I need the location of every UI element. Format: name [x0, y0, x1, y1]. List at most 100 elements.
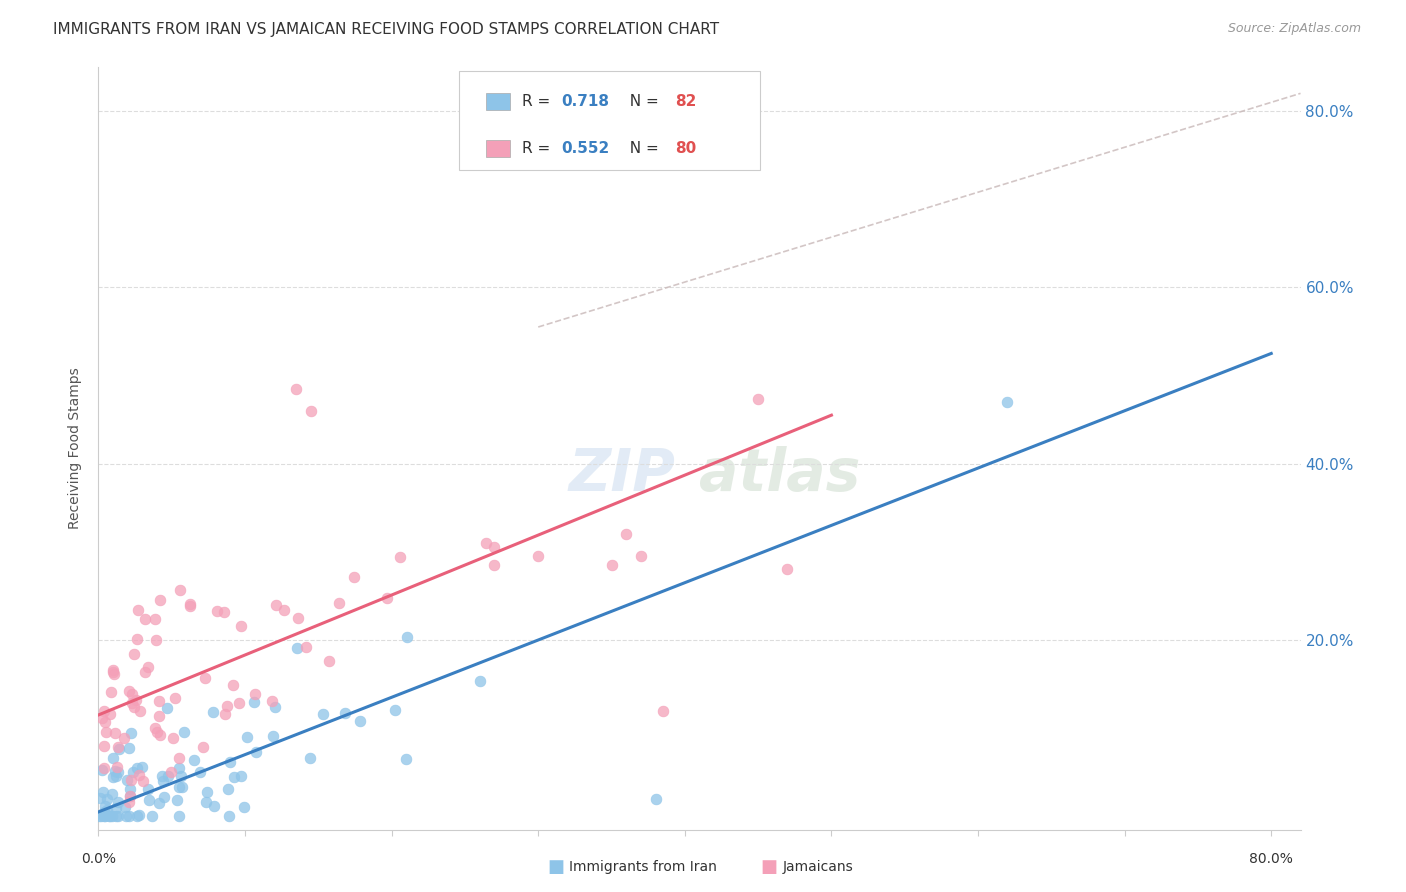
Point	[91, 785, 114, 799]
Point	[285, 640, 308, 655]
Point	[148, 708, 170, 723]
Point	[295, 640, 318, 654]
Point	[100, 787, 122, 801]
Text: 80: 80	[675, 141, 697, 156]
Point	[117, 772, 139, 787]
Text: IMMIGRANTS FROM IRAN VS JAMAICAN RECEIVING FOOD STAMPS CORRELATION CHART: IMMIGRANTS FROM IRAN VS JAMAICAN RECEIVI…	[53, 22, 720, 37]
Point	[245, 745, 267, 759]
Point	[217, 781, 239, 796]
Point	[94, 715, 117, 730]
Point	[134, 665, 156, 680]
Point	[285, 382, 308, 396]
Point	[104, 726, 127, 740]
Text: R =: R =	[522, 141, 555, 156]
Point	[103, 771, 125, 785]
Point	[484, 558, 506, 572]
Point	[232, 799, 254, 814]
Text: N =: N =	[620, 94, 664, 109]
Point	[93, 739, 115, 753]
Point	[776, 562, 799, 576]
Point	[193, 671, 215, 685]
Point	[118, 789, 141, 803]
Point	[94, 725, 117, 739]
Point	[395, 752, 418, 766]
Text: atlas: atlas	[699, 446, 860, 503]
Point	[747, 392, 769, 406]
Point	[156, 769, 179, 783]
Point	[94, 809, 117, 823]
Point	[651, 130, 673, 145]
Point	[287, 611, 309, 625]
Text: 0.718: 0.718	[561, 94, 609, 109]
Point	[91, 710, 114, 724]
Point	[93, 704, 115, 718]
Point	[125, 632, 148, 646]
Point	[150, 768, 173, 782]
Text: ■: ■	[761, 858, 778, 876]
Text: 0.0%: 0.0%	[82, 852, 115, 865]
FancyBboxPatch shape	[458, 70, 759, 169]
Point	[468, 673, 491, 688]
Text: Immigrants from Iran: Immigrants from Iran	[569, 860, 717, 874]
Point	[167, 751, 190, 765]
Point	[231, 619, 253, 633]
Point	[202, 706, 225, 720]
Point	[527, 549, 550, 564]
Point	[484, 541, 506, 555]
Point	[122, 764, 145, 779]
Point	[125, 693, 148, 707]
Point	[600, 558, 623, 572]
Point	[91, 763, 114, 777]
Point	[152, 773, 174, 788]
Point	[395, 630, 418, 644]
Point	[107, 764, 129, 779]
FancyBboxPatch shape	[485, 93, 509, 110]
Text: 0.552: 0.552	[561, 141, 609, 156]
Point	[188, 765, 211, 780]
Point	[112, 731, 135, 745]
Point	[630, 549, 652, 564]
Point	[117, 683, 139, 698]
Point	[105, 800, 128, 814]
Y-axis label: Receiving Food Stamps: Receiving Food Stamps	[69, 368, 83, 529]
Text: ■: ■	[547, 858, 564, 876]
Point	[136, 782, 159, 797]
Text: N =: N =	[620, 141, 664, 156]
Point	[146, 725, 169, 739]
Point	[273, 602, 295, 616]
Point	[100, 684, 122, 698]
Point	[222, 770, 245, 784]
Point	[149, 728, 172, 742]
Point	[107, 795, 129, 809]
Point	[217, 698, 239, 713]
FancyBboxPatch shape	[485, 140, 509, 157]
Point	[132, 774, 155, 789]
Point	[138, 660, 160, 674]
Point	[104, 764, 127, 779]
Point	[128, 704, 150, 718]
Point	[121, 696, 143, 710]
Point	[98, 809, 121, 823]
Point	[96, 792, 118, 806]
Point	[148, 797, 170, 811]
Point	[205, 603, 228, 617]
Text: ZIP: ZIP	[568, 446, 675, 503]
Point	[131, 760, 153, 774]
Point	[299, 403, 322, 417]
Point	[384, 703, 406, 717]
Point	[128, 768, 150, 782]
Point	[191, 739, 214, 754]
Point	[214, 706, 236, 721]
Point	[120, 772, 142, 787]
Point	[98, 809, 121, 823]
Point	[121, 687, 143, 701]
Point	[118, 795, 141, 809]
Point	[264, 700, 287, 714]
Point	[202, 798, 225, 813]
Point	[127, 761, 149, 775]
Point	[138, 793, 160, 807]
Point	[995, 395, 1018, 409]
Point	[169, 582, 191, 597]
Point	[170, 769, 193, 783]
Point	[108, 741, 131, 756]
